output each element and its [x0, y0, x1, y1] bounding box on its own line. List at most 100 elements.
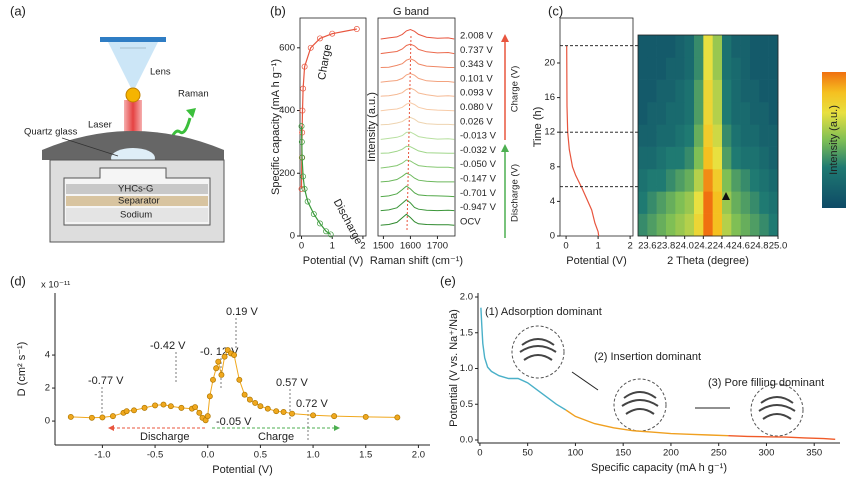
- y-tick-label: 0.0: [460, 435, 473, 446]
- y-axis-label: D (cm² s⁻¹): [16, 342, 28, 397]
- x-tick-label: 1500: [373, 241, 394, 252]
- heatmap-cell: [675, 57, 685, 80]
- heatmap-cell: [712, 124, 723, 147]
- heatmap-cell: [703, 79, 713, 103]
- heatmap-cell: [638, 213, 648, 237]
- y-axis-label: Intensity (a.u.): [366, 92, 378, 162]
- x-tick-label: 350: [806, 448, 822, 459]
- heatmap-cell: [694, 124, 704, 147]
- heatmap-cell: [768, 35, 779, 58]
- heatmap-cell: [750, 213, 760, 237]
- spectrum-label: 0.080 V: [460, 102, 493, 113]
- y-axis-label: Specific capacity (mA h g⁻¹): [270, 59, 282, 195]
- spectrum: [380, 131, 455, 140]
- heatmap-cell: [684, 57, 695, 80]
- heatmap-cell: [647, 213, 657, 237]
- heatmap-cell: [759, 169, 769, 192]
- spectrum: [380, 213, 455, 226]
- spectrum-label: 0.737 V: [460, 45, 493, 56]
- electrode-label: YHCs-G: [118, 184, 153, 195]
- data-point: [301, 63, 308, 70]
- x-tick-label: 23.6: [638, 241, 657, 252]
- y-tick-label: 1.0: [460, 363, 473, 374]
- x-tick-label: 25.0: [769, 241, 788, 252]
- heatmap-cell: [703, 191, 713, 214]
- heatmap-cell: [656, 35, 667, 58]
- data-point: [131, 407, 137, 414]
- heatmap-cell: [722, 79, 732, 103]
- x-tick-label: 23.8: [657, 241, 676, 252]
- data-point: [264, 405, 271, 412]
- arrowhead: [334, 425, 340, 431]
- peak-guide: [406, 34, 412, 231]
- panel-label: (a): [10, 3, 26, 18]
- sodium-layer: [66, 208, 208, 222]
- x-tick-label: 50: [522, 448, 533, 459]
- heatmap-cell: [740, 35, 751, 58]
- x-tick-label: 100: [567, 448, 583, 459]
- heatmap-cell: [759, 213, 769, 237]
- x-tick-label: 24.8: [750, 241, 769, 252]
- heatmap-cell: [694, 79, 704, 103]
- heatmap-cell: [759, 35, 769, 58]
- mechanism-circle: [511, 325, 565, 379]
- annotation: 0.72 V: [296, 398, 328, 410]
- y-tick-label: 4: [45, 350, 50, 361]
- heatmap-cell: [703, 35, 713, 58]
- series-label: (3) Pore filling dominant: [708, 377, 824, 389]
- spectrum: [380, 102, 455, 112]
- heatmap-cell: [722, 35, 732, 58]
- spectrum: [380, 185, 455, 198]
- heatmap-cell: [731, 79, 741, 103]
- annotation: G band: [393, 6, 429, 18]
- data-point: [298, 123, 305, 130]
- heatmap-cell: [740, 169, 751, 192]
- y-axis-label: Time (h): [532, 107, 544, 148]
- data-point: [257, 403, 264, 410]
- heatmap-cell: [675, 146, 685, 170]
- lens-bar: [100, 37, 166, 42]
- heatmap-cell: [750, 191, 760, 214]
- heatmap-cell: [694, 146, 704, 170]
- data-point: [301, 185, 308, 192]
- spectrum-label: -0.147 V: [460, 174, 497, 185]
- x-tick-label: 24.2: [694, 241, 713, 252]
- sodium-label: Sodium: [120, 210, 152, 221]
- heatmap-cell: [647, 191, 657, 214]
- x-axis-label: 2 Theta (degree): [667, 255, 749, 267]
- spectrum: [380, 72, 455, 83]
- heatmap-cell: [684, 213, 695, 237]
- heatmap-cell: [656, 213, 667, 237]
- data-point: [323, 228, 330, 235]
- panel-label: (b): [270, 3, 286, 18]
- heatmap-cell: [750, 169, 760, 192]
- heatmap-cell: [656, 146, 667, 170]
- annotation: Discharge: [140, 431, 190, 443]
- heatmap-cell: [703, 213, 713, 237]
- raman-label: Raman: [178, 89, 209, 100]
- x-tick-label: 0: [477, 448, 482, 459]
- heatmap-cell: [712, 57, 723, 80]
- x-tick-label: 200: [663, 448, 679, 459]
- y-tick-label: 200: [279, 168, 295, 179]
- heatmap-cell: [703, 124, 713, 147]
- heatmap-cell: [722, 213, 732, 237]
- data-point: [310, 211, 317, 217]
- annotation: 0.57 V: [276, 377, 308, 389]
- separator-label: Separator: [118, 196, 160, 207]
- data-point: [394, 414, 401, 421]
- y-tick-label: 12: [544, 127, 555, 138]
- heatmap-cell: [647, 169, 657, 192]
- x-tick-label: 2.0: [412, 450, 425, 461]
- heatmap-cell: [666, 124, 676, 147]
- data-point: [362, 413, 369, 420]
- heatmap-cell: [768, 57, 779, 80]
- cell-dome: [42, 131, 224, 160]
- heatmap-cell: [638, 35, 648, 58]
- heatmap-cell: [703, 169, 713, 192]
- panel-label: (c): [548, 3, 563, 18]
- heatmap-cell: [768, 102, 779, 125]
- data-point: [99, 414, 106, 421]
- heatmap-cell: [647, 57, 657, 80]
- heatmap-cell: [731, 102, 741, 125]
